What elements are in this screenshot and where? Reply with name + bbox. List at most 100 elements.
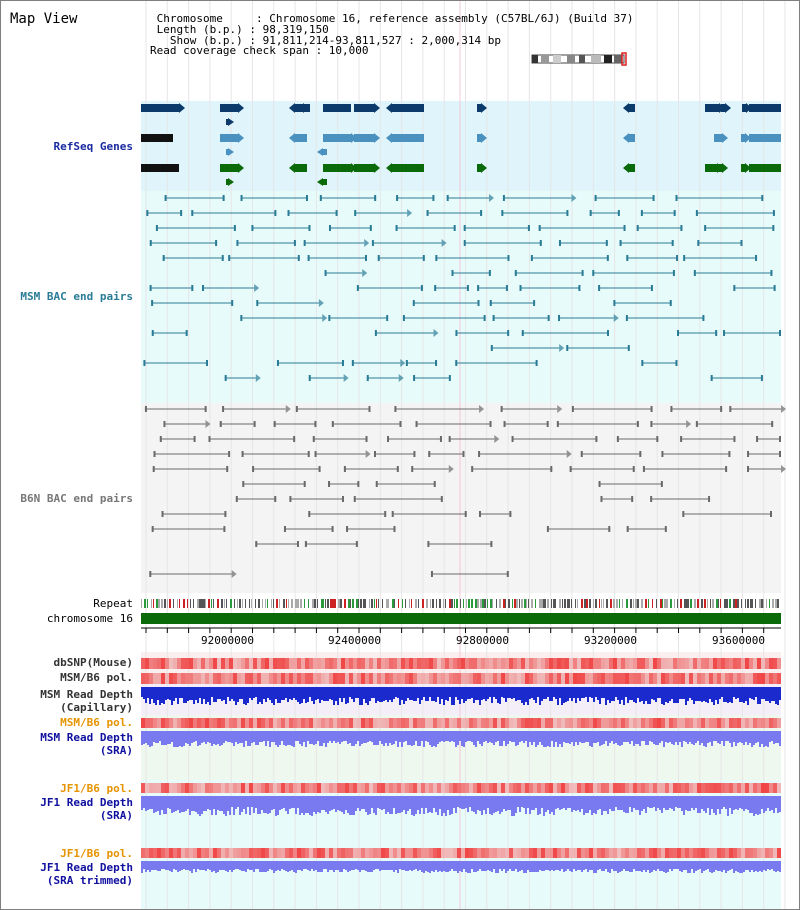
bac-end (488, 270, 491, 276)
repeat-mark (701, 599, 703, 608)
bac-end (547, 315, 550, 321)
bac-end (415, 421, 418, 427)
repeat-mark (697, 599, 699, 608)
bac-end (365, 255, 368, 261)
bac-end (673, 210, 676, 216)
bac-end (391, 511, 394, 517)
repeat-mark (273, 599, 274, 608)
repeat-mark (535, 599, 536, 608)
bac-end (149, 240, 152, 246)
repeat-mark (221, 599, 223, 608)
bac-end (546, 421, 549, 427)
repeat-mark (213, 599, 214, 608)
bac-end (636, 421, 639, 427)
bac-end (446, 195, 449, 201)
bac-end (375, 481, 378, 487)
track-label-repeat: Repeat (93, 597, 133, 610)
track-label-refseq[interactable]: RefSeq Genes (53, 140, 133, 153)
bac-end (506, 571, 509, 577)
repeat-mark (449, 599, 451, 608)
repeat-mark (179, 599, 180, 608)
heat-strip (141, 783, 781, 793)
repeat-mark (203, 599, 205, 608)
repeat-mark (295, 599, 297, 608)
repeat-mark (564, 599, 566, 608)
gene-block (629, 164, 635, 172)
track-label-msm-depth-sra-sub: (SRA) (99, 744, 133, 757)
repeat-mark (750, 599, 752, 608)
gene-arrow (374, 103, 380, 113)
bac-end (289, 496, 292, 502)
repeat-mark (327, 599, 329, 608)
repeat-mark (443, 599, 444, 608)
gene-block (392, 134, 424, 142)
bac-end (274, 210, 277, 216)
gene-arrow (386, 163, 392, 173)
bac-end (341, 496, 344, 502)
bac-end (538, 225, 541, 231)
track-label-b6n-bac[interactable]: B6N BAC end pairs (20, 492, 133, 505)
repeat-mark (242, 599, 243, 608)
bac-end (205, 360, 208, 366)
bac-end (224, 375, 227, 381)
repeat-mark (752, 599, 753, 608)
bac-end (771, 421, 774, 427)
repeat-mark (183, 599, 185, 608)
gene-block (323, 179, 327, 185)
bac-end (569, 466, 572, 472)
repeat-mark (619, 599, 620, 608)
bac-end (222, 195, 225, 201)
bac-end (592, 270, 595, 276)
repeat-mark (432, 599, 434, 608)
bac-end (492, 315, 495, 321)
bac-end (616, 436, 619, 442)
repeat-mark (177, 599, 178, 608)
repeat-mark (167, 599, 168, 608)
bac-end (606, 255, 609, 261)
repeat-mark (169, 599, 171, 608)
bac-end (202, 285, 205, 291)
bac-arrow (365, 450, 371, 458)
bac-end (226, 466, 229, 472)
bac-end (308, 225, 311, 231)
gene-block (220, 134, 238, 142)
repeat-mark (718, 599, 719, 608)
bac-end (251, 225, 254, 231)
bac-end (191, 210, 194, 216)
gene-block (714, 164, 722, 172)
bac-end (151, 300, 154, 306)
chromosome-ideogram (531, 52, 627, 66)
bac-end (502, 195, 505, 201)
gene-block (304, 104, 310, 112)
bac-end (308, 375, 311, 381)
bac-end (471, 466, 474, 472)
bac-end (490, 345, 493, 351)
bac-arrow (566, 450, 572, 458)
bac-end (600, 496, 603, 502)
repeat-mark (371, 599, 373, 608)
bac-end (489, 421, 492, 427)
bac-end (464, 511, 467, 517)
repeat-mark (369, 599, 370, 608)
bac-end (448, 375, 451, 381)
repeat-mark (358, 599, 359, 608)
bac-end (650, 406, 653, 412)
bac-end (303, 240, 306, 246)
repeat-mark (161, 599, 163, 608)
b6n-bg (141, 403, 781, 593)
gene-block (742, 104, 746, 112)
bac-end (328, 481, 331, 487)
repeat-mark (321, 599, 323, 608)
bac-end (146, 210, 149, 216)
bac-end (204, 406, 207, 412)
bac-end (672, 270, 675, 276)
repeat-mark (456, 599, 458, 608)
repeat-mark (187, 599, 188, 608)
track-label-msm-depth-sra: MSM Read Depth (40, 731, 133, 744)
bac-end (626, 526, 629, 532)
bac-end (357, 481, 360, 487)
track-label-msm-bac[interactable]: MSM BAC end pairs (20, 290, 133, 303)
bac-end (595, 436, 598, 442)
gene-block (220, 104, 238, 112)
